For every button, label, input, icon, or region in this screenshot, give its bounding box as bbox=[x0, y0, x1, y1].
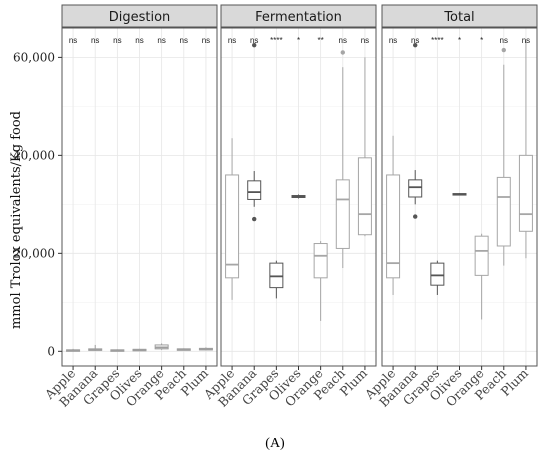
box-body bbox=[335, 179, 350, 249]
box-orange bbox=[474, 233, 489, 320]
box-banana bbox=[88, 344, 103, 352]
significance-label: ns bbox=[250, 36, 258, 45]
box-grapes bbox=[269, 260, 284, 299]
outlier-point bbox=[413, 214, 418, 219]
significance-label: ns bbox=[157, 36, 165, 45]
box-body bbox=[313, 243, 328, 279]
box-body bbox=[225, 174, 240, 279]
panel-caption: (A) bbox=[265, 436, 285, 451]
box-banana bbox=[408, 42, 423, 219]
significance-label: * bbox=[297, 36, 300, 45]
box-grapes bbox=[110, 349, 125, 352]
box-peach bbox=[176, 348, 191, 351]
significance-label: ns bbox=[113, 36, 121, 45]
significance-label: ns bbox=[135, 36, 143, 45]
outlier-point bbox=[501, 47, 506, 53]
significance-label: ns bbox=[228, 36, 236, 45]
box-olives bbox=[291, 194, 306, 199]
box-body bbox=[518, 154, 533, 232]
significance-label: ** bbox=[318, 36, 324, 45]
significance-label: ns bbox=[361, 36, 369, 45]
y-tick-label: 40,000 bbox=[13, 148, 55, 162]
y-axis-title: mmol Trolox equivalents/Kg food bbox=[9, 111, 24, 329]
significance-label: * bbox=[480, 36, 483, 45]
facet-strip bbox=[61, 4, 218, 28]
significance-label: ns bbox=[180, 36, 188, 45]
box-apple bbox=[66, 348, 81, 352]
facet-strip bbox=[381, 4, 538, 28]
y-tick-label: 20,000 bbox=[13, 246, 55, 260]
outlier-point bbox=[252, 42, 257, 48]
box-plum bbox=[198, 347, 213, 351]
significance-label: ns bbox=[389, 36, 397, 45]
outlier-point bbox=[340, 50, 345, 55]
facet-strip-label: Digestion bbox=[109, 10, 171, 25]
facet-strip bbox=[220, 4, 377, 28]
significance-label: * bbox=[458, 36, 461, 45]
box-body bbox=[357, 157, 372, 236]
box-orange bbox=[154, 343, 169, 350]
box-olives bbox=[452, 193, 467, 196]
box-body bbox=[247, 180, 262, 200]
significance-label: ns bbox=[411, 36, 419, 45]
facet-strip-label: Total bbox=[443, 10, 474, 25]
significance-label: ns bbox=[522, 36, 530, 45]
box-body bbox=[269, 262, 284, 289]
box-apple bbox=[225, 138, 240, 300]
y-tick-label: 0 bbox=[47, 344, 55, 358]
outlier-point bbox=[252, 216, 257, 222]
box-apple bbox=[386, 135, 401, 295]
box-peach bbox=[335, 50, 350, 269]
significance-label: **** bbox=[270, 36, 282, 45]
box-grapes bbox=[430, 260, 445, 295]
significance-label: ns bbox=[500, 36, 508, 45]
box-body bbox=[430, 262, 445, 286]
facet-strip-label: Fermentation bbox=[255, 10, 342, 25]
significance-label: ns bbox=[202, 36, 210, 45]
significance-label: ns bbox=[339, 36, 347, 45]
box-banana bbox=[247, 42, 262, 222]
box-plum bbox=[357, 57, 372, 237]
box-body bbox=[386, 174, 401, 279]
significance-label: ns bbox=[91, 36, 99, 45]
box-body bbox=[408, 179, 423, 198]
significance-label: **** bbox=[431, 36, 443, 45]
outlier-point bbox=[413, 42, 418, 48]
box-plum bbox=[518, 40, 533, 259]
box-peach bbox=[496, 47, 511, 266]
y-tick-label: 60,000 bbox=[13, 50, 55, 64]
significance-label: ns bbox=[69, 36, 77, 45]
y-axis: 0 20,000 40,000 60,000 bbox=[13, 50, 62, 358]
box-olives bbox=[132, 348, 147, 352]
box-body bbox=[474, 235, 489, 276]
box-orange bbox=[313, 241, 328, 321]
box-body bbox=[496, 176, 511, 247]
